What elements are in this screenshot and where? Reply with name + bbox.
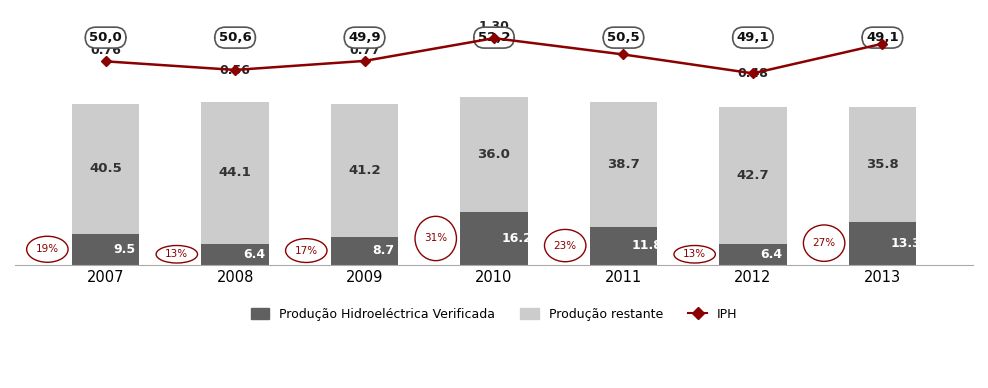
Text: 1.17: 1.17 xyxy=(866,26,898,39)
Text: 42.7: 42.7 xyxy=(737,169,770,182)
Text: 11.8: 11.8 xyxy=(631,239,662,252)
Text: 13%: 13% xyxy=(165,249,189,259)
Bar xyxy=(202,244,269,265)
Bar xyxy=(719,107,786,244)
Bar xyxy=(72,234,139,265)
Text: 44.1: 44.1 xyxy=(218,166,252,180)
Text: 1.30: 1.30 xyxy=(478,20,510,33)
Text: 50,0: 50,0 xyxy=(89,31,122,44)
Text: 40.5: 40.5 xyxy=(89,162,122,175)
Legend: Produção Hidroeléctrica Verificada, Produção restante, IPH: Produção Hidroeléctrica Verificada, Prod… xyxy=(245,303,743,326)
Text: 31%: 31% xyxy=(424,234,448,244)
Bar xyxy=(590,227,657,265)
Text: 27%: 27% xyxy=(812,238,836,248)
Text: 9.5: 9.5 xyxy=(114,243,135,256)
Text: 38.7: 38.7 xyxy=(607,158,640,171)
Bar xyxy=(590,102,657,227)
Bar xyxy=(331,104,398,237)
Text: 13.3: 13.3 xyxy=(890,237,921,249)
Text: 0.76: 0.76 xyxy=(90,45,122,57)
Text: 17%: 17% xyxy=(294,246,318,256)
Text: 0.48: 0.48 xyxy=(737,68,769,80)
Bar xyxy=(849,222,916,265)
Text: 52,2: 52,2 xyxy=(478,31,510,44)
Text: 0.56: 0.56 xyxy=(219,64,251,77)
Text: 49,1: 49,1 xyxy=(737,31,770,44)
Text: 50,6: 50,6 xyxy=(218,31,252,44)
Text: 0.77: 0.77 xyxy=(349,44,380,57)
Text: 50,5: 50,5 xyxy=(608,31,640,44)
Text: 19%: 19% xyxy=(36,244,59,254)
Text: 49,1: 49,1 xyxy=(866,31,899,44)
Bar xyxy=(72,104,139,234)
Bar xyxy=(460,212,528,265)
Bar xyxy=(719,244,786,265)
Text: 35.8: 35.8 xyxy=(866,158,899,171)
Bar xyxy=(460,97,528,212)
Text: 0.92: 0.92 xyxy=(608,38,639,50)
Text: 23%: 23% xyxy=(553,241,577,251)
Text: 16.2: 16.2 xyxy=(502,232,533,245)
Text: 49,9: 49,9 xyxy=(348,31,380,44)
Text: 36.0: 36.0 xyxy=(477,148,511,161)
Bar xyxy=(849,107,916,222)
Text: 6.4: 6.4 xyxy=(243,248,265,261)
Text: 6.4: 6.4 xyxy=(761,248,782,261)
Bar xyxy=(331,237,398,265)
Text: 41.2: 41.2 xyxy=(348,164,380,177)
Text: 8.7: 8.7 xyxy=(372,244,394,257)
Bar xyxy=(202,102,269,244)
Text: 13%: 13% xyxy=(683,249,706,259)
